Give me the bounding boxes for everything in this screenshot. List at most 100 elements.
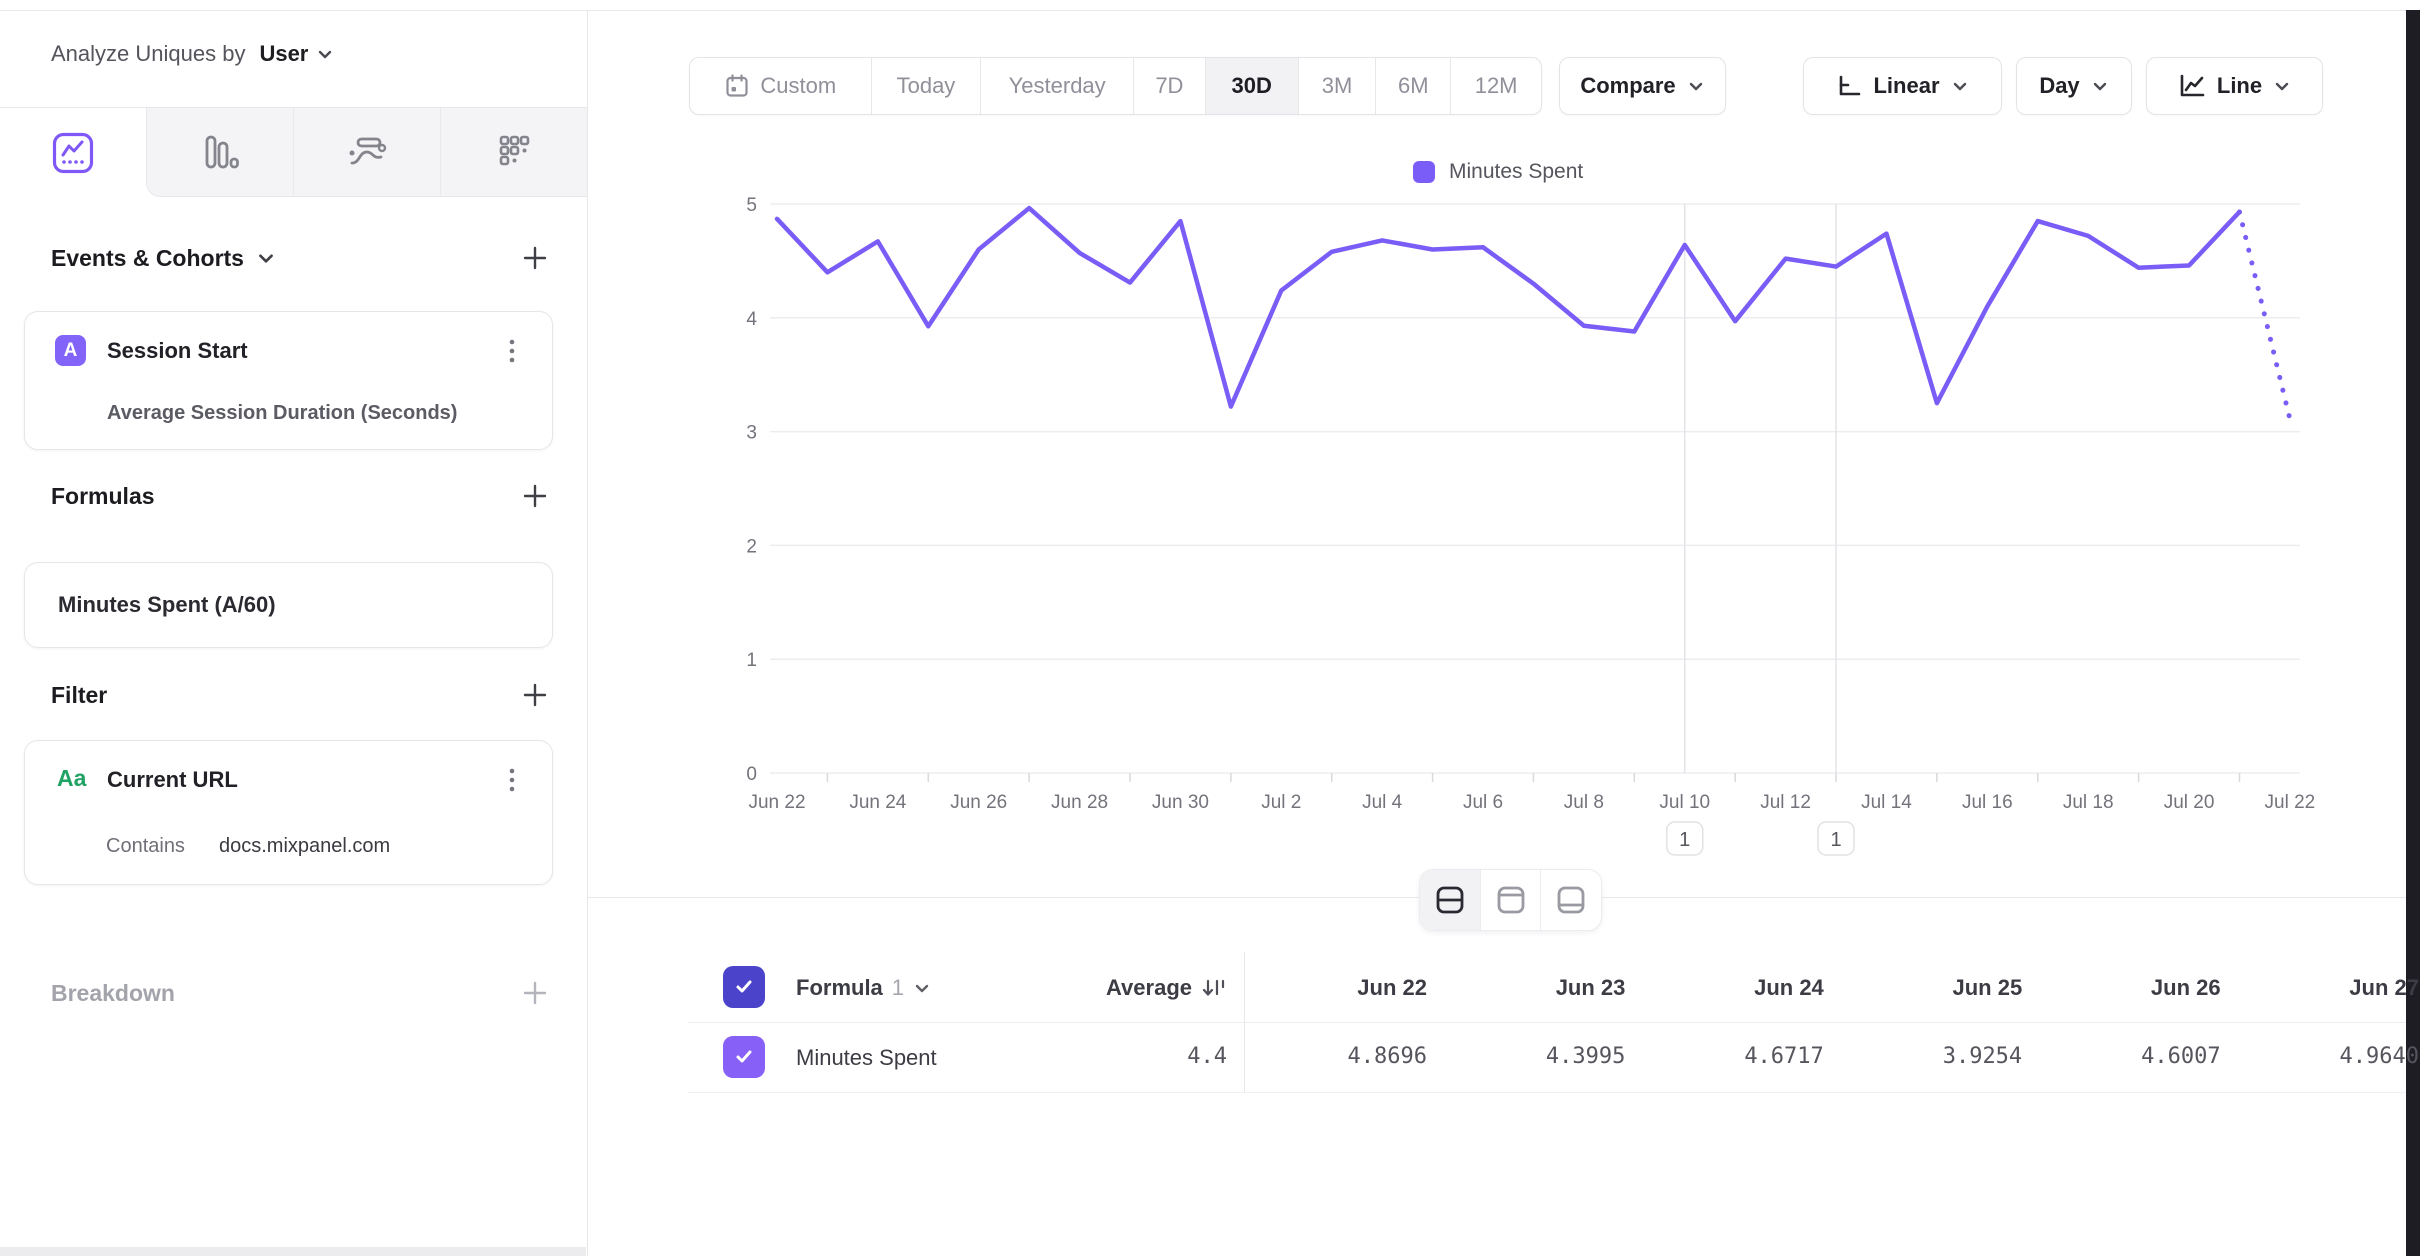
date-range-3m[interactable]: 3M — [1299, 58, 1377, 114]
date-range-today[interactable]: Today — [872, 58, 982, 114]
table-date-column-header[interactable]: Jun 24 — [1754, 975, 1824, 1000]
chevron-down-icon[interactable] — [256, 248, 276, 268]
top-border — [0, 10, 2406, 11]
svg-text:Jul 18: Jul 18 — [2063, 792, 2114, 813]
events-cohorts-title: Events & Cohorts — [51, 244, 244, 271]
events-cohorts-section-header: Events & Cohorts — [51, 240, 552, 276]
table-cell-value: 4.3995 — [1545, 1044, 1626, 1069]
date-range-label: 3M — [1321, 73, 1353, 98]
formula-expression: Minutes Spent (A/60) — [58, 592, 276, 617]
filter-options-button[interactable] — [496, 764, 528, 798]
svg-text:Jul 2: Jul 2 — [1261, 792, 1301, 813]
layout-chart-only-button[interactable] — [1481, 870, 1542, 930]
tab-bar-chart[interactable] — [146, 108, 293, 197]
calendar-icon — [726, 74, 748, 97]
table-date-column-header[interactable]: Jun 25 — [1952, 975, 2023, 1000]
panel-layout-toggle — [1419, 869, 1602, 931]
table-date-column-header[interactable]: Jun 23 — [1555, 975, 1626, 1000]
chart-type-label: Line — [2216, 73, 2263, 98]
scale-dropdown[interactable]: Linear — [1803, 57, 2002, 115]
svg-text:3: 3 — [746, 423, 757, 444]
table-cell-value: 4.6717 — [1744, 1044, 1824, 1069]
plus-icon — [523, 981, 547, 1005]
sort-descending-icon — [1202, 979, 1225, 996]
chevron-down-icon — [2093, 82, 2106, 91]
table-only-icon — [1557, 886, 1585, 914]
breakdown-title: Breakdown — [51, 979, 175, 1006]
event-title: Session Start — [107, 338, 248, 363]
table-row-series-name[interactable]: Minutes Spent — [796, 1045, 937, 1070]
chart-type-dropdown[interactable]: Line — [2146, 57, 2323, 115]
formula-card[interactable]: Minutes Spent (A/60) — [24, 562, 553, 648]
layout-table-only-button[interactable] — [1541, 870, 1601, 930]
string-property-icon: Aa — [57, 765, 87, 791]
compare-dropdown[interactable]: Compare — [1559, 57, 1726, 115]
svg-text:Jul 16: Jul 16 — [1962, 792, 2013, 813]
analyze-entity-dropdown[interactable]: User — [259, 41, 334, 67]
date-range-30d[interactable]: 30D — [1205, 58, 1299, 114]
analyze-uniques-row: Analyze Uniques by User — [51, 37, 334, 71]
flows-tab-icon — [349, 137, 387, 165]
interval-dropdown[interactable]: Day — [2016, 57, 2132, 115]
visualization-tabstrip — [0, 107, 587, 197]
svg-text:1: 1 — [1679, 829, 1690, 851]
date-range-7d[interactable]: 7D — [1134, 58, 1206, 114]
sidebar-scrollbar[interactable] — [0, 1247, 586, 1256]
filter-value[interactable]: docs.mixpanel.com — [219, 835, 391, 857]
tab-metrics[interactable] — [440, 108, 587, 197]
table-cell-value: 4.8696 — [1347, 1044, 1427, 1069]
legend-series-label[interactable]: Minutes Spent — [1449, 160, 1584, 183]
breakdown-section-header: Breakdown — [51, 975, 552, 1011]
svg-text:Jul 14: Jul 14 — [1861, 792, 1912, 813]
event-series-badge: A — [55, 335, 86, 366]
kebab-menu-icon — [509, 768, 515, 792]
right-edge-panel — [2406, 10, 2420, 1256]
chevron-down-icon — [915, 984, 929, 993]
table-header-border — [688, 1022, 2406, 1023]
add-breakdown-button[interactable] — [518, 976, 552, 1010]
select-all-checkbox[interactable] — [723, 966, 765, 1008]
svg-text:0: 0 — [746, 764, 757, 785]
date-range-label: 7D — [1155, 73, 1184, 98]
table-date-column-header[interactable]: Jun 27 — [2349, 975, 2419, 1000]
row-checkbox[interactable] — [723, 1036, 765, 1078]
event-card-session-start[interactable]: A Session Start Average Session Duration… — [24, 311, 553, 450]
svg-text:Jul 10: Jul 10 — [1659, 792, 1710, 813]
table-cell-value: 4.6007 — [2141, 1044, 2221, 1069]
formula-header-name: Formula — [796, 975, 883, 1000]
svg-text:Jun 24: Jun 24 — [849, 792, 906, 813]
interval-label: Day — [2039, 73, 2080, 98]
formula-column-header[interactable]: Formula 1 — [796, 975, 931, 1001]
filter-operator[interactable]: Contains — [106, 835, 185, 857]
table-row-average-value: 4.4 — [1187, 1044, 1227, 1069]
date-range-12m[interactable]: 12M — [1451, 58, 1541, 114]
svg-text:Jul 8: Jul 8 — [1564, 792, 1604, 813]
tab-flows[interactable] — [293, 108, 440, 197]
metrics-grid-tab-icon — [499, 135, 530, 166]
average-header-label: Average — [1105, 975, 1192, 1000]
average-column-header[interactable]: Average — [1106, 975, 1227, 1001]
formulas-title: Formulas — [51, 482, 155, 509]
date-range-yesterday[interactable]: Yesterday — [981, 58, 1134, 114]
line-chart[interactable]: 0 1 2 3 4 5 Jun 22 Jun 24 Jun 26 Jun 28 Jun 30 Jul … — [588, 190, 2420, 870]
date-range-custom[interactable]: Custom — [690, 58, 872, 114]
query-builder-sidebar: Analyze Uniques by User — [0, 11, 588, 1256]
filter-card-current-url[interactable]: Aa Current URL Contains docs.mixpanel.co… — [24, 740, 553, 885]
layout-split-view-button[interactable] — [1420, 870, 1481, 930]
line-chart-tab-icon — [52, 132, 94, 173]
event-aggregation-label[interactable]: Average Session Duration (Seconds) — [107, 402, 458, 424]
formula-header-number: 1 — [891, 975, 905, 1000]
date-range-segmented-control: Custom Today Yesterday 7D 30D 3M 6M 12M — [689, 57, 1542, 115]
table-date-column-header[interactable]: Jun 22 — [1357, 975, 1427, 1000]
add-event-button[interactable] — [518, 241, 552, 275]
event-options-button[interactable] — [496, 335, 528, 369]
svg-text:Jun 26: Jun 26 — [950, 792, 1007, 813]
table-date-column-header[interactable]: Jun 26 — [2150, 975, 2221, 1000]
svg-text:4: 4 — [746, 309, 757, 330]
tab-insights-line-chart[interactable] — [0, 108, 146, 197]
add-filter-button[interactable] — [518, 678, 552, 712]
svg-text:Jun 30: Jun 30 — [1152, 792, 1209, 813]
add-formula-button[interactable] — [518, 479, 552, 513]
scale-label: Linear — [1873, 73, 1940, 98]
date-range-6m[interactable]: 6M — [1376, 58, 1452, 114]
